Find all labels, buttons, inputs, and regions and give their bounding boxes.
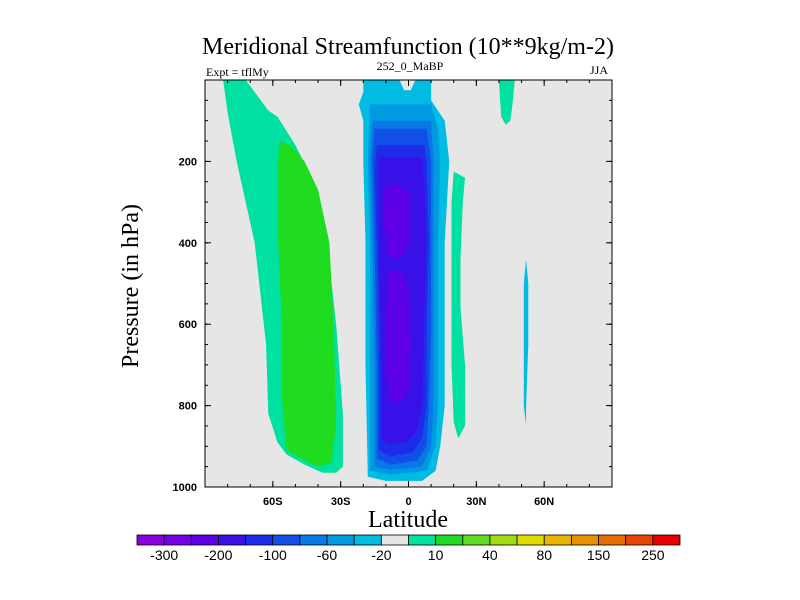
colorbar-label: -60 [317, 547, 337, 563]
y-tick-label: 200 [179, 156, 197, 168]
colorbar-swatch [435, 534, 464, 546]
y-axis-label: Pressure (in hPa) [118, 204, 144, 368]
contour-nh-negative-strip [523, 259, 529, 426]
colorbar-swatch [462, 534, 491, 546]
y-tick-label: 400 [179, 238, 197, 250]
colorbar-swatch [408, 534, 437, 546]
colorbar-swatch [625, 534, 654, 546]
x-tick-label: 30S [331, 496, 351, 508]
time-period-label: 252_0_MaBP [377, 59, 444, 73]
season-label: JJA [590, 63, 608, 77]
x-tick-label: 60S [263, 496, 283, 508]
colorbar-swatch [272, 534, 301, 546]
colorbar-swatch [326, 534, 355, 546]
colorbar-swatch [353, 534, 382, 546]
colorbar-swatch [652, 534, 681, 546]
contour-nh-top-positive [498, 80, 515, 125]
x-tick-label: 0 [405, 496, 411, 508]
colorbar-swatch [163, 534, 192, 546]
contour-sh-inner-positive [277, 141, 337, 467]
colorbar-swatch [299, 534, 328, 546]
colorbar-swatch [516, 534, 545, 546]
colorbar-label: -100 [259, 547, 287, 563]
experiment-label: Expt = tflMy [206, 65, 269, 79]
colorbar-swatch [245, 534, 274, 546]
colorbar-label: -20 [371, 547, 391, 563]
y-axis: 200 400 600 800 1000 [173, 99, 612, 494]
colorbar-label: 10 [428, 547, 444, 563]
colorbar-swatch [543, 534, 572, 546]
colorbar-swatch [571, 534, 599, 546]
colorbar-label: -200 [204, 547, 232, 563]
colorbar-swatch [218, 534, 246, 546]
x-tick-label: 60N [534, 496, 554, 508]
colorbar-swatch [489, 534, 518, 546]
colorbar-label: -300 [150, 547, 178, 563]
y-tick-label: 800 [179, 401, 197, 413]
colorbar-swatch [190, 534, 219, 546]
colorbar-label: 40 [482, 547, 498, 563]
colorbar-label: 250 [641, 547, 665, 563]
contour-nh-strip-positive [451, 171, 465, 439]
contour-fills [223, 80, 529, 481]
x-axis-label: Latitude [368, 507, 448, 533]
y-tick-label: 1000 [173, 482, 197, 494]
colorbar-swatch [380, 534, 409, 546]
y-tick-label: 600 [179, 319, 197, 331]
x-axis: 60S 30S 0 30N 60N [204, 80, 613, 508]
x-tick-label: 30N [466, 496, 486, 508]
contour-negative-core-b [385, 271, 411, 402]
chart-title: Meridional Streamfunction (10**9kg/m-2) [202, 34, 614, 60]
colorbar-swatch [598, 534, 627, 546]
colorbar-label: 80 [537, 547, 553, 563]
contour-negative-core-a [383, 183, 411, 260]
colorbar-swatch [136, 534, 165, 546]
colorbar: -300 -200 -100 -60 -20 10 40 80 150 250 [136, 534, 681, 563]
colorbar-label: 150 [587, 547, 611, 563]
